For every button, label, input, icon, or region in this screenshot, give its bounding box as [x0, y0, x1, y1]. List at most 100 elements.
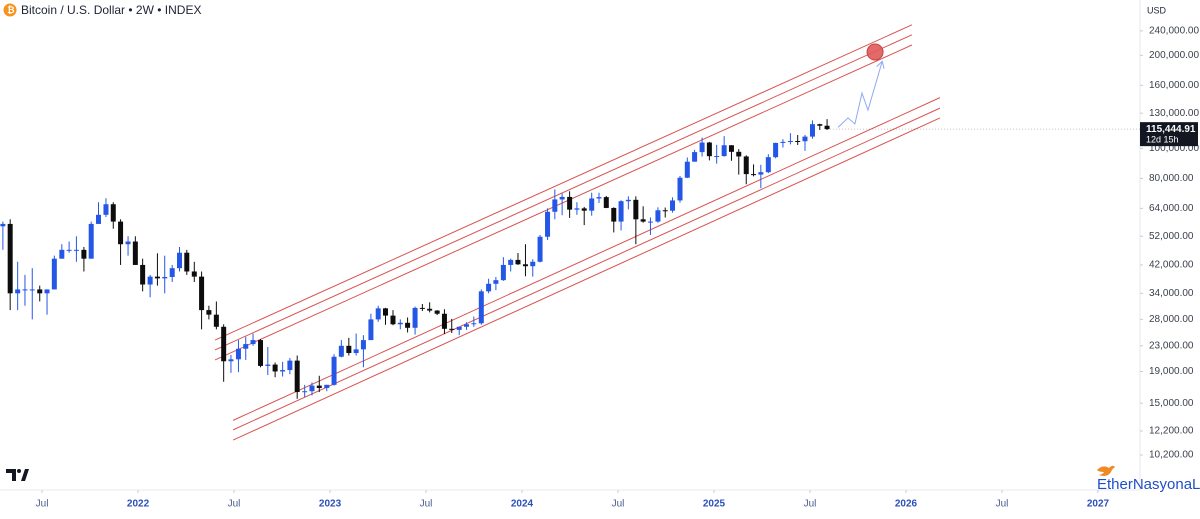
- candle-body: [441, 313, 447, 329]
- candle-body: [456, 326, 462, 330]
- candle-body: [132, 241, 138, 265]
- candle-body: [51, 258, 57, 290]
- candle-body: [751, 174, 757, 176]
- y-tick-label: 52,000.00: [1149, 231, 1194, 242]
- candle-body: [29, 289, 35, 291]
- candle-body: [736, 151, 742, 157]
- candle-body: [169, 268, 175, 277]
- candle-body: [574, 208, 580, 210]
- candle-body: [618, 201, 624, 222]
- candle-body: [728, 145, 734, 152]
- candle-body: [103, 204, 109, 215]
- candle-body: [265, 364, 271, 366]
- candle-body: [184, 252, 190, 272]
- plot-area: [0, 24, 941, 441]
- candle-body: [809, 124, 815, 137]
- candle-body: [162, 276, 168, 279]
- candle-body: [346, 345, 352, 354]
- candle-body: [213, 314, 219, 327]
- x-tick-label: 2022: [127, 499, 150, 510]
- candle-body: [714, 156, 720, 158]
- candle-body: [537, 236, 543, 262]
- channel-line: [232, 107, 941, 431]
- y-tick-label: 42,000.00: [1149, 260, 1194, 271]
- candle-body: [383, 308, 389, 316]
- candle-body: [228, 359, 234, 362]
- candle-body: [412, 307, 418, 328]
- candle-body: [258, 340, 264, 366]
- candle-body: [633, 199, 639, 220]
- candle-body: [706, 142, 712, 157]
- candle-body: [795, 140, 801, 142]
- candle-body: [765, 157, 771, 173]
- candle-body: [743, 156, 749, 175]
- candle-body: [405, 322, 411, 328]
- candle-body: [81, 249, 87, 259]
- candle-body: [670, 200, 676, 211]
- x-tick-label: Jul: [36, 499, 49, 510]
- candle-body: [817, 124, 823, 126]
- candle-body: [640, 219, 646, 222]
- axes: 240,000.00 200,000.00 160,000.00 130,000.00…: [36, 26, 1200, 510]
- candle-body: [324, 384, 330, 388]
- candle-body: [294, 360, 300, 393]
- candle-body: [545, 211, 551, 237]
- candle-body: [140, 264, 146, 285]
- candle-body: [611, 207, 617, 222]
- x-tick-label: 2024: [511, 499, 534, 510]
- candle-body: [500, 264, 506, 281]
- candle-body: [758, 172, 764, 175]
- y-tick-label: 10,200.00: [1149, 450, 1194, 461]
- candle-body: [567, 196, 573, 210]
- candle-body: [316, 385, 322, 388]
- candle-body: [44, 289, 50, 294]
- candle-body: [559, 196, 565, 200]
- candle-body: [118, 221, 124, 245]
- last-price-box: [1140, 122, 1198, 147]
- candle-body: [721, 145, 727, 157]
- candle-body: [427, 308, 433, 311]
- candle-body: [434, 310, 440, 314]
- channel-line: [214, 34, 913, 351]
- candle-body: [787, 140, 793, 142]
- watermark-icon: [1097, 465, 1115, 476]
- candle-body: [199, 276, 205, 311]
- y-tick-label: 28,000.00: [1149, 314, 1194, 325]
- candle-body: [309, 385, 315, 392]
- x-tick-label: Jul: [996, 499, 1009, 510]
- candle-body: [235, 348, 241, 360]
- candle-body: [552, 199, 558, 212]
- candle-body: [824, 125, 830, 130]
- last-price-label: 115,444.91: [1146, 124, 1196, 135]
- candle-body: [73, 249, 79, 251]
- x-tick-label: 2026: [895, 499, 918, 510]
- currency-label: USD: [1147, 5, 1167, 15]
- chart-title: Bitcoin / U.S. Dollar • 2W • INDEX: [21, 3, 201, 17]
- y-tick-label: 23,000.00: [1149, 340, 1194, 351]
- candle-body: [177, 252, 183, 269]
- candle-body: [486, 283, 492, 292]
- candle-body: [250, 340, 256, 345]
- candle-body: [22, 289, 28, 291]
- candle-body: [390, 315, 396, 325]
- y-tick-label: 100,000.00: [1149, 143, 1199, 154]
- candle-body: [581, 208, 587, 211]
- channel-line: [232, 117, 941, 441]
- target-circle: [866, 43, 884, 61]
- candle-body: [37, 289, 43, 294]
- y-tick-label: 130,000.00: [1149, 108, 1199, 119]
- candle-body: [302, 391, 308, 393]
- candle-body: [147, 276, 153, 285]
- bitcoin-icon: [3, 3, 17, 17]
- candle-body: [802, 136, 808, 142]
- candle-body: [589, 198, 595, 211]
- x-tick-label: Jul: [228, 499, 241, 510]
- countdown-label: 12d 15h: [1146, 135, 1179, 145]
- symbol-header: ₿ Bitcoin / U.S. Dollar • 2W • INDEX: [3, 3, 201, 17]
- candle-body: [88, 223, 94, 259]
- y-tick-label: 240,000.00: [1149, 26, 1199, 37]
- candle-body: [397, 322, 403, 325]
- y-tick-label: 160,000.00: [1149, 80, 1199, 91]
- candle-body: [515, 259, 521, 265]
- channel-line: [214, 24, 913, 341]
